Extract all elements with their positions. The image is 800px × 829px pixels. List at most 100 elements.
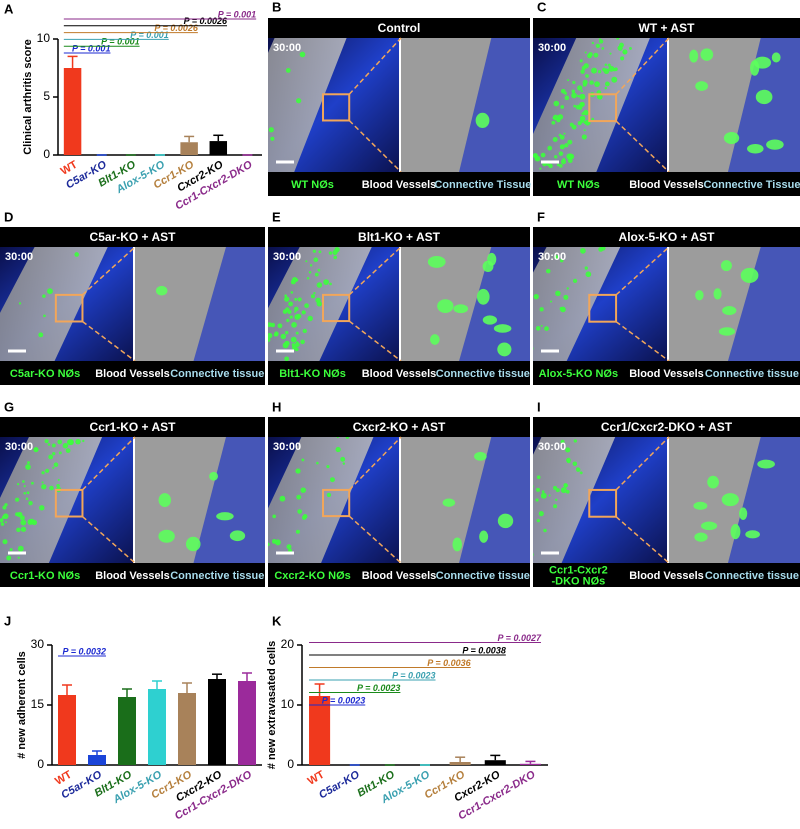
zoom-box: [322, 293, 351, 323]
micrograph: [533, 38, 667, 172]
neutrophil: [290, 336, 297, 343]
neutrophil: [617, 45, 623, 51]
bar: [88, 755, 106, 765]
panel-label: F: [537, 209, 545, 224]
bar: [178, 693, 196, 765]
neutrophil: [595, 43, 600, 48]
legend-bar: [0, 361, 265, 385]
zoom-line: [615, 246, 670, 296]
neutrophil: [565, 489, 570, 494]
neutrophil-zoom: [747, 143, 764, 154]
legend-entry: Connective tissue: [705, 570, 799, 582]
neutrophil: [535, 498, 539, 502]
p-value: P = 0.0026: [154, 23, 198, 33]
neutrophil: [15, 512, 20, 517]
zoom-vessel-edge: [193, 247, 265, 361]
neutrophil-zoom: [700, 521, 718, 531]
neutrophil-zoom: [185, 536, 201, 552]
panel-title: Ccr1/Cxcr2-DKO + AST: [601, 420, 733, 434]
timestamp: 30:00: [538, 441, 566, 453]
neutrophil: [553, 100, 560, 107]
neutrophil: [304, 303, 309, 309]
neutrophil: [307, 315, 313, 322]
image-panel: H Cxcr2-KO + AST 30:00 Cxcr2-KO NØs Blood Ve…: [268, 399, 530, 587]
neutrophil: [295, 331, 299, 335]
neutrophil: [53, 462, 59, 468]
neutrophil: [82, 439, 85, 443]
image-panel: D C5ar-KO + AST 30:00 C5ar-KO NØs Blood Vess…: [0, 209, 265, 385]
neutrophil-zoom: [427, 256, 446, 268]
zoom-box: [588, 488, 618, 518]
neutrophil: [566, 153, 573, 160]
zoom-box: [588, 293, 618, 323]
neutrophil: [548, 494, 551, 497]
neutrophil: [583, 120, 587, 124]
neutrophil-zoom: [740, 267, 759, 283]
neutrophil: [588, 52, 593, 57]
neutrophil-zoom: [497, 513, 514, 529]
title-bar: [0, 227, 265, 247]
neutrophil: [2, 505, 7, 510]
neutrophil: [585, 74, 589, 78]
neutrophil-zoom: [442, 498, 456, 507]
neutrophil: [44, 439, 49, 444]
y-tick-label: 15: [31, 697, 45, 711]
legend-entry: Blood Vessels: [362, 368, 437, 380]
neutrophil: [598, 95, 603, 100]
neutrophil: [17, 556, 20, 559]
y-tick-label: 10: [37, 31, 51, 45]
zoom-box: [588, 93, 618, 123]
legend-entry: Blt1-KO NØs: [279, 368, 346, 380]
neutrophil: [22, 480, 25, 483]
neutrophil: [328, 251, 333, 255]
neutrophil: [572, 278, 578, 283]
neutrophil: [579, 59, 583, 63]
zoom-line: [348, 320, 402, 362]
neutrophil-zoom: [730, 523, 741, 540]
legend-bar: [0, 563, 265, 587]
panel-title: WT + AST: [639, 21, 696, 35]
neutrophil-zoom: [229, 530, 246, 542]
neutrophil: [45, 468, 50, 473]
neutrophil: [538, 511, 544, 517]
neutrophil: [584, 266, 588, 270]
neutrophil: [575, 467, 581, 472]
neutrophil: [306, 277, 310, 280]
p-value: P = 0.001: [218, 9, 256, 19]
panel-label: I: [537, 399, 541, 414]
legend-entry: Blood Vessels: [95, 570, 170, 582]
neutrophil: [41, 471, 45, 475]
zoom-micrograph: [669, 38, 800, 172]
panel-label: C: [537, 0, 547, 14]
panel-title: Ccr1-KO + AST: [90, 420, 177, 434]
neutrophil: [2, 539, 8, 545]
neutrophil-zoom: [750, 60, 760, 76]
neutrophil: [544, 326, 549, 331]
neutrophil: [551, 120, 556, 125]
neutrophil: [302, 328, 307, 334]
p-value: P = 0.0032: [63, 646, 106, 656]
neutrophil: [268, 332, 273, 339]
neutrophil: [300, 487, 307, 493]
neutrophil: [271, 539, 277, 544]
neutrophil: [313, 257, 319, 263]
neutrophil: [295, 529, 300, 534]
neutrophil-zoom: [155, 285, 168, 296]
image-panel: C WT + AST 30:00 WT NØs Blood Vessels Connect…: [533, 0, 800, 196]
neutrophil-zoom: [482, 315, 498, 325]
legend-entry: Connective tissue: [436, 570, 530, 582]
neutrophil: [291, 321, 297, 328]
neutrophil: [582, 82, 587, 87]
neutrophil: [553, 504, 558, 509]
neutrophil: [591, 41, 595, 45]
neutrophil: [558, 133, 562, 137]
neutrophil-zoom: [474, 451, 487, 461]
zoom-vessel-edge: [727, 38, 800, 172]
legend-bar: [533, 361, 800, 385]
neutrophil: [552, 136, 558, 142]
neutrophil: [573, 104, 577, 108]
neutrophil: [57, 439, 63, 445]
neutrophil: [310, 294, 315, 299]
legend-bar: [268, 361, 530, 385]
legend-entry: Blood Vessels: [95, 368, 170, 380]
